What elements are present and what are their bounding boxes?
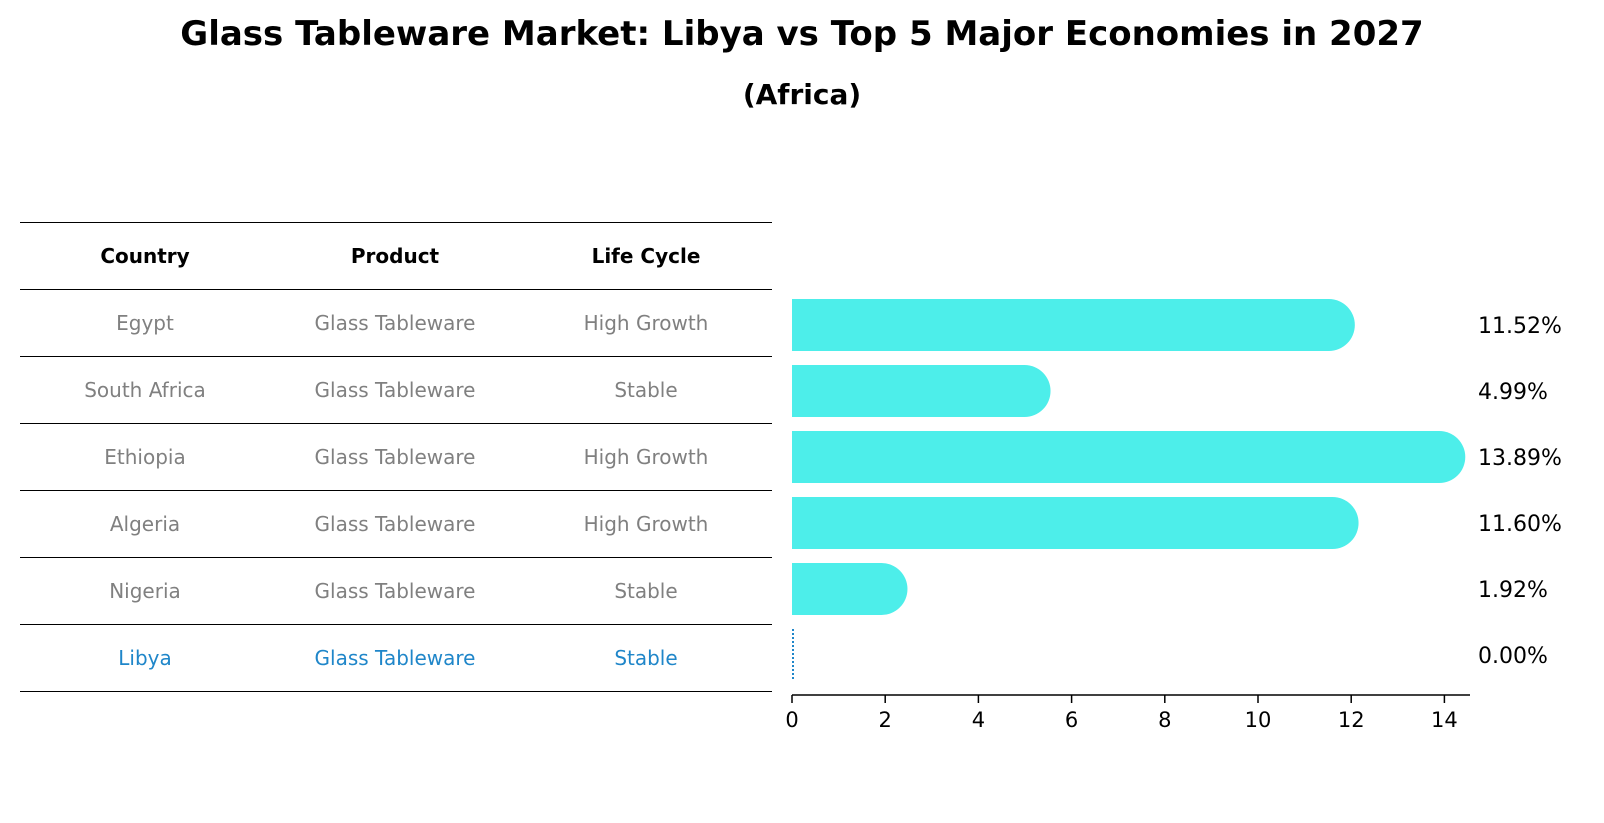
bar [792, 431, 1466, 483]
x-tick-label: 14 [1431, 708, 1458, 732]
header-product: Product [350, 244, 440, 268]
cell-country: Algeria [109, 512, 181, 536]
value-label: 11.60% [1478, 512, 1562, 537]
cell-product: Glass Tableware [314, 378, 476, 402]
x-tick-label: 4 [972, 708, 985, 732]
cell-product: Glass Tableware [314, 311, 476, 335]
bar [792, 365, 1051, 417]
value-label: 4.99% [1478, 380, 1548, 405]
header-country: Country [100, 244, 190, 268]
country-table: Country Product Life Cycle Egypt Glass T… [20, 222, 772, 692]
cell-life-cycle: High Growth [583, 512, 709, 536]
cell-country: Egypt [116, 311, 174, 335]
cell-country: Libya [118, 646, 172, 670]
table-row: South Africa Glass Tableware Stable [20, 356, 772, 423]
x-tick-label: 12 [1338, 708, 1365, 732]
table-row: Egypt Glass Tableware High Growth [20, 289, 772, 356]
bar [792, 497, 1359, 549]
header-life-cycle: Life Cycle [591, 244, 701, 268]
value-label: 1.92% [1478, 578, 1548, 603]
value-label: 0.00% [1478, 644, 1548, 669]
value-label: 11.52% [1478, 314, 1562, 339]
x-tick-label: 2 [879, 708, 892, 732]
table-row-highlight: Libya Glass Tableware Stable [20, 624, 772, 692]
chart-subtitle: (Africa) [742, 78, 862, 111]
table-row: Nigeria Glass Tableware Stable [20, 557, 772, 624]
cell-country: Nigeria [109, 579, 181, 603]
x-tick-label: 10 [1245, 708, 1272, 732]
bar [792, 299, 1355, 351]
value-label: 13.89% [1478, 446, 1562, 471]
cell-life-cycle: High Growth [583, 445, 709, 469]
x-tick-label: 0 [785, 708, 798, 732]
cell-life-cycle: Stable [614, 579, 678, 603]
cell-product: Glass Tableware [314, 646, 476, 670]
cell-life-cycle: Stable [614, 378, 678, 402]
table-header-row: Country Product Life Cycle [20, 222, 772, 289]
cell-life-cycle: High Growth [583, 311, 709, 335]
chart-title: Glass Tableware Market: Libya vs Top 5 M… [180, 14, 1424, 54]
x-tick-label: 8 [1158, 708, 1171, 732]
cell-product: Glass Tableware [314, 445, 476, 469]
table-row: Algeria Glass Tableware High Growth [20, 490, 772, 557]
cell-product: Glass Tableware [314, 579, 476, 603]
cell-product: Glass Tableware [314, 512, 476, 536]
cell-country: Ethiopia [104, 445, 186, 469]
bar [792, 563, 908, 615]
cell-country: South Africa [84, 378, 206, 402]
cell-life-cycle: Stable [614, 646, 678, 670]
x-tick-label: 6 [1065, 708, 1078, 732]
table-row: Ethiopia Glass Tableware High Growth [20, 423, 772, 490]
